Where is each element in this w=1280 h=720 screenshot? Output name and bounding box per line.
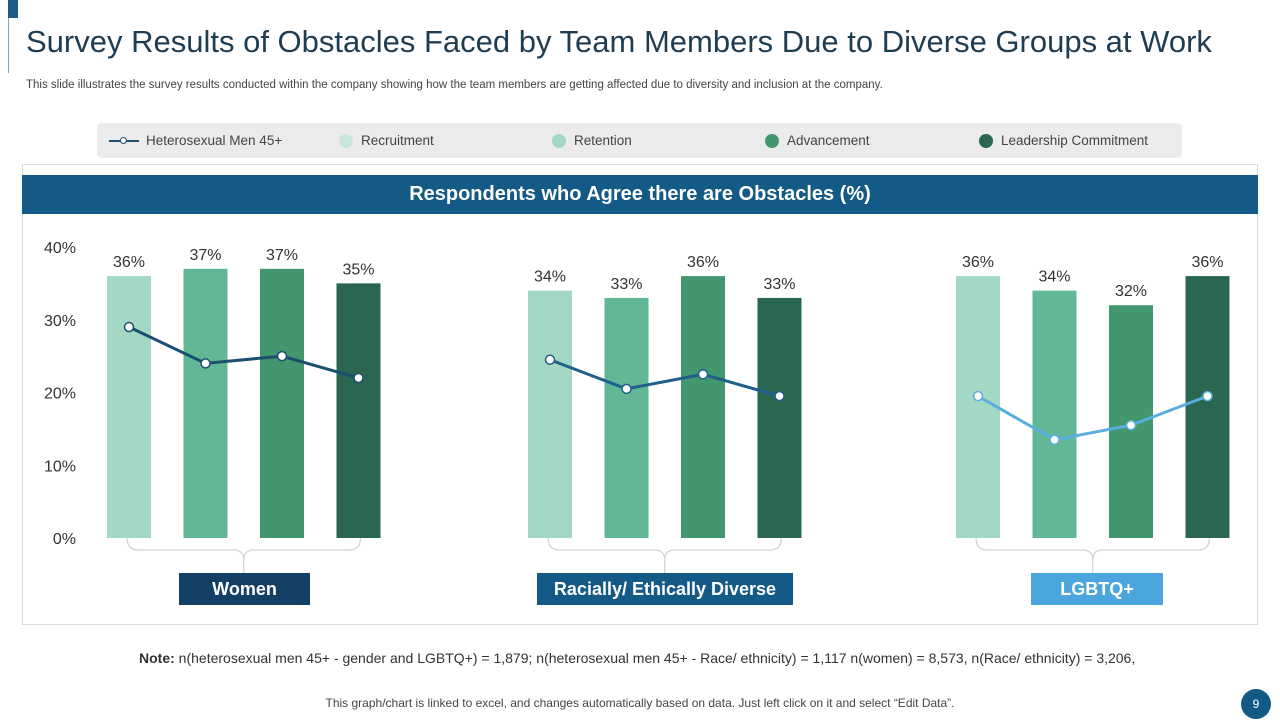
bar — [681, 276, 725, 538]
legend-label: Heterosexual Men 45+ — [146, 133, 283, 148]
chart-title: Respondents who Agree there are Obstacle… — [22, 175, 1258, 214]
circle-icon — [339, 133, 353, 148]
note: Note: n(heterosexual men 45+ - gender an… — [139, 650, 1135, 666]
bar-value-label: 34% — [1038, 269, 1070, 286]
bar — [757, 297, 802, 538]
page-subtitle: This slide illustrates the survey result… — [26, 79, 883, 91]
corner-accent — [8, 0, 18, 18]
y-tick-label: 30% — [44, 313, 76, 330]
series-line — [128, 325, 359, 380]
bar — [956, 276, 1000, 538]
line-marker-icon — [109, 136, 139, 144]
series-line — [977, 394, 1209, 442]
bar — [260, 268, 304, 538]
group-brace — [126, 537, 362, 561]
bar-value-label: 33% — [610, 276, 642, 293]
bar-value-label: 34% — [534, 269, 566, 286]
line-point — [774, 390, 785, 402]
group-brace — [975, 537, 1211, 561]
line-point — [544, 354, 556, 366]
y-tick-label: 40% — [44, 240, 76, 257]
series-line — [549, 358, 780, 398]
group-name-label: LGBTQ+ — [1060, 579, 1134, 599]
footer-text: This graph/chart is linked to excel, and… — [325, 696, 955, 710]
group-brace — [547, 537, 783, 561]
legend-item-retention: Retention — [552, 123, 632, 158]
bar-value-label: 37% — [189, 247, 221, 264]
note-label: Note: — [139, 650, 175, 666]
legend-label: Advancement — [787, 133, 870, 148]
bar-value-label: 32% — [1115, 283, 1147, 300]
bar-value-label: 35% — [342, 261, 374, 278]
line-point — [353, 372, 364, 384]
bar-value-label: 36% — [687, 254, 719, 271]
line-point — [697, 369, 709, 380]
page-title: Survey Results of Obstacles Faced by Tea… — [26, 24, 1212, 59]
y-tick-label: 10% — [44, 458, 76, 475]
bar-value-label: 36% — [113, 254, 145, 271]
chart-legend: Heterosexual Men 45+ Recruitment Retenti… — [97, 123, 1182, 158]
bar — [528, 290, 572, 538]
bar — [183, 268, 228, 538]
bar — [604, 297, 649, 538]
legend-item-leadership: Leadership Commitment — [979, 123, 1148, 158]
legend-label: Leadership Commitment — [1001, 133, 1149, 148]
group-name-box — [1031, 573, 1163, 605]
legend-label: Recruitment — [361, 133, 434, 148]
group-name-box — [537, 573, 793, 605]
bar-value-label: 33% — [763, 276, 795, 293]
page-number: 9 — [1241, 689, 1271, 719]
group-name-label: Women — [212, 579, 277, 599]
line-point — [1202, 390, 1213, 402]
note-text: n(heterosexual men 45+ - gender and LGBT… — [174, 650, 1136, 666]
circle-icon — [979, 133, 993, 148]
line-point — [200, 358, 211, 369]
bar-value-label: 37% — [266, 247, 298, 264]
legend-item-advancement: Advancement — [765, 123, 870, 158]
bar-value-label: 36% — [1191, 254, 1223, 271]
y-tick-label: 20% — [44, 386, 76, 403]
group-name-box — [179, 573, 310, 605]
circle-icon — [765, 133, 779, 148]
bar — [336, 283, 381, 538]
line-point — [621, 383, 632, 395]
line-point — [1049, 434, 1060, 446]
line-point — [276, 350, 288, 362]
bar-value-label: 36% — [962, 254, 994, 271]
legend-item-recruitment: Recruitment — [339, 123, 434, 158]
chart-panel — [22, 164, 1258, 625]
title-rule — [8, 18, 9, 73]
y-tick-label: 0% — [53, 531, 76, 548]
legend-item-heterosexual-men: Heterosexual Men 45+ — [109, 123, 282, 158]
line-point — [1125, 419, 1137, 431]
line-point — [123, 321, 135, 333]
circle-icon — [552, 133, 566, 148]
line-point — [972, 390, 984, 402]
legend-label: Retention — [574, 133, 632, 148]
group-name-label: Racially/ Ethically Diverse — [554, 579, 776, 599]
bar — [1032, 290, 1077, 538]
bar — [107, 276, 151, 538]
bar — [1185, 276, 1230, 538]
